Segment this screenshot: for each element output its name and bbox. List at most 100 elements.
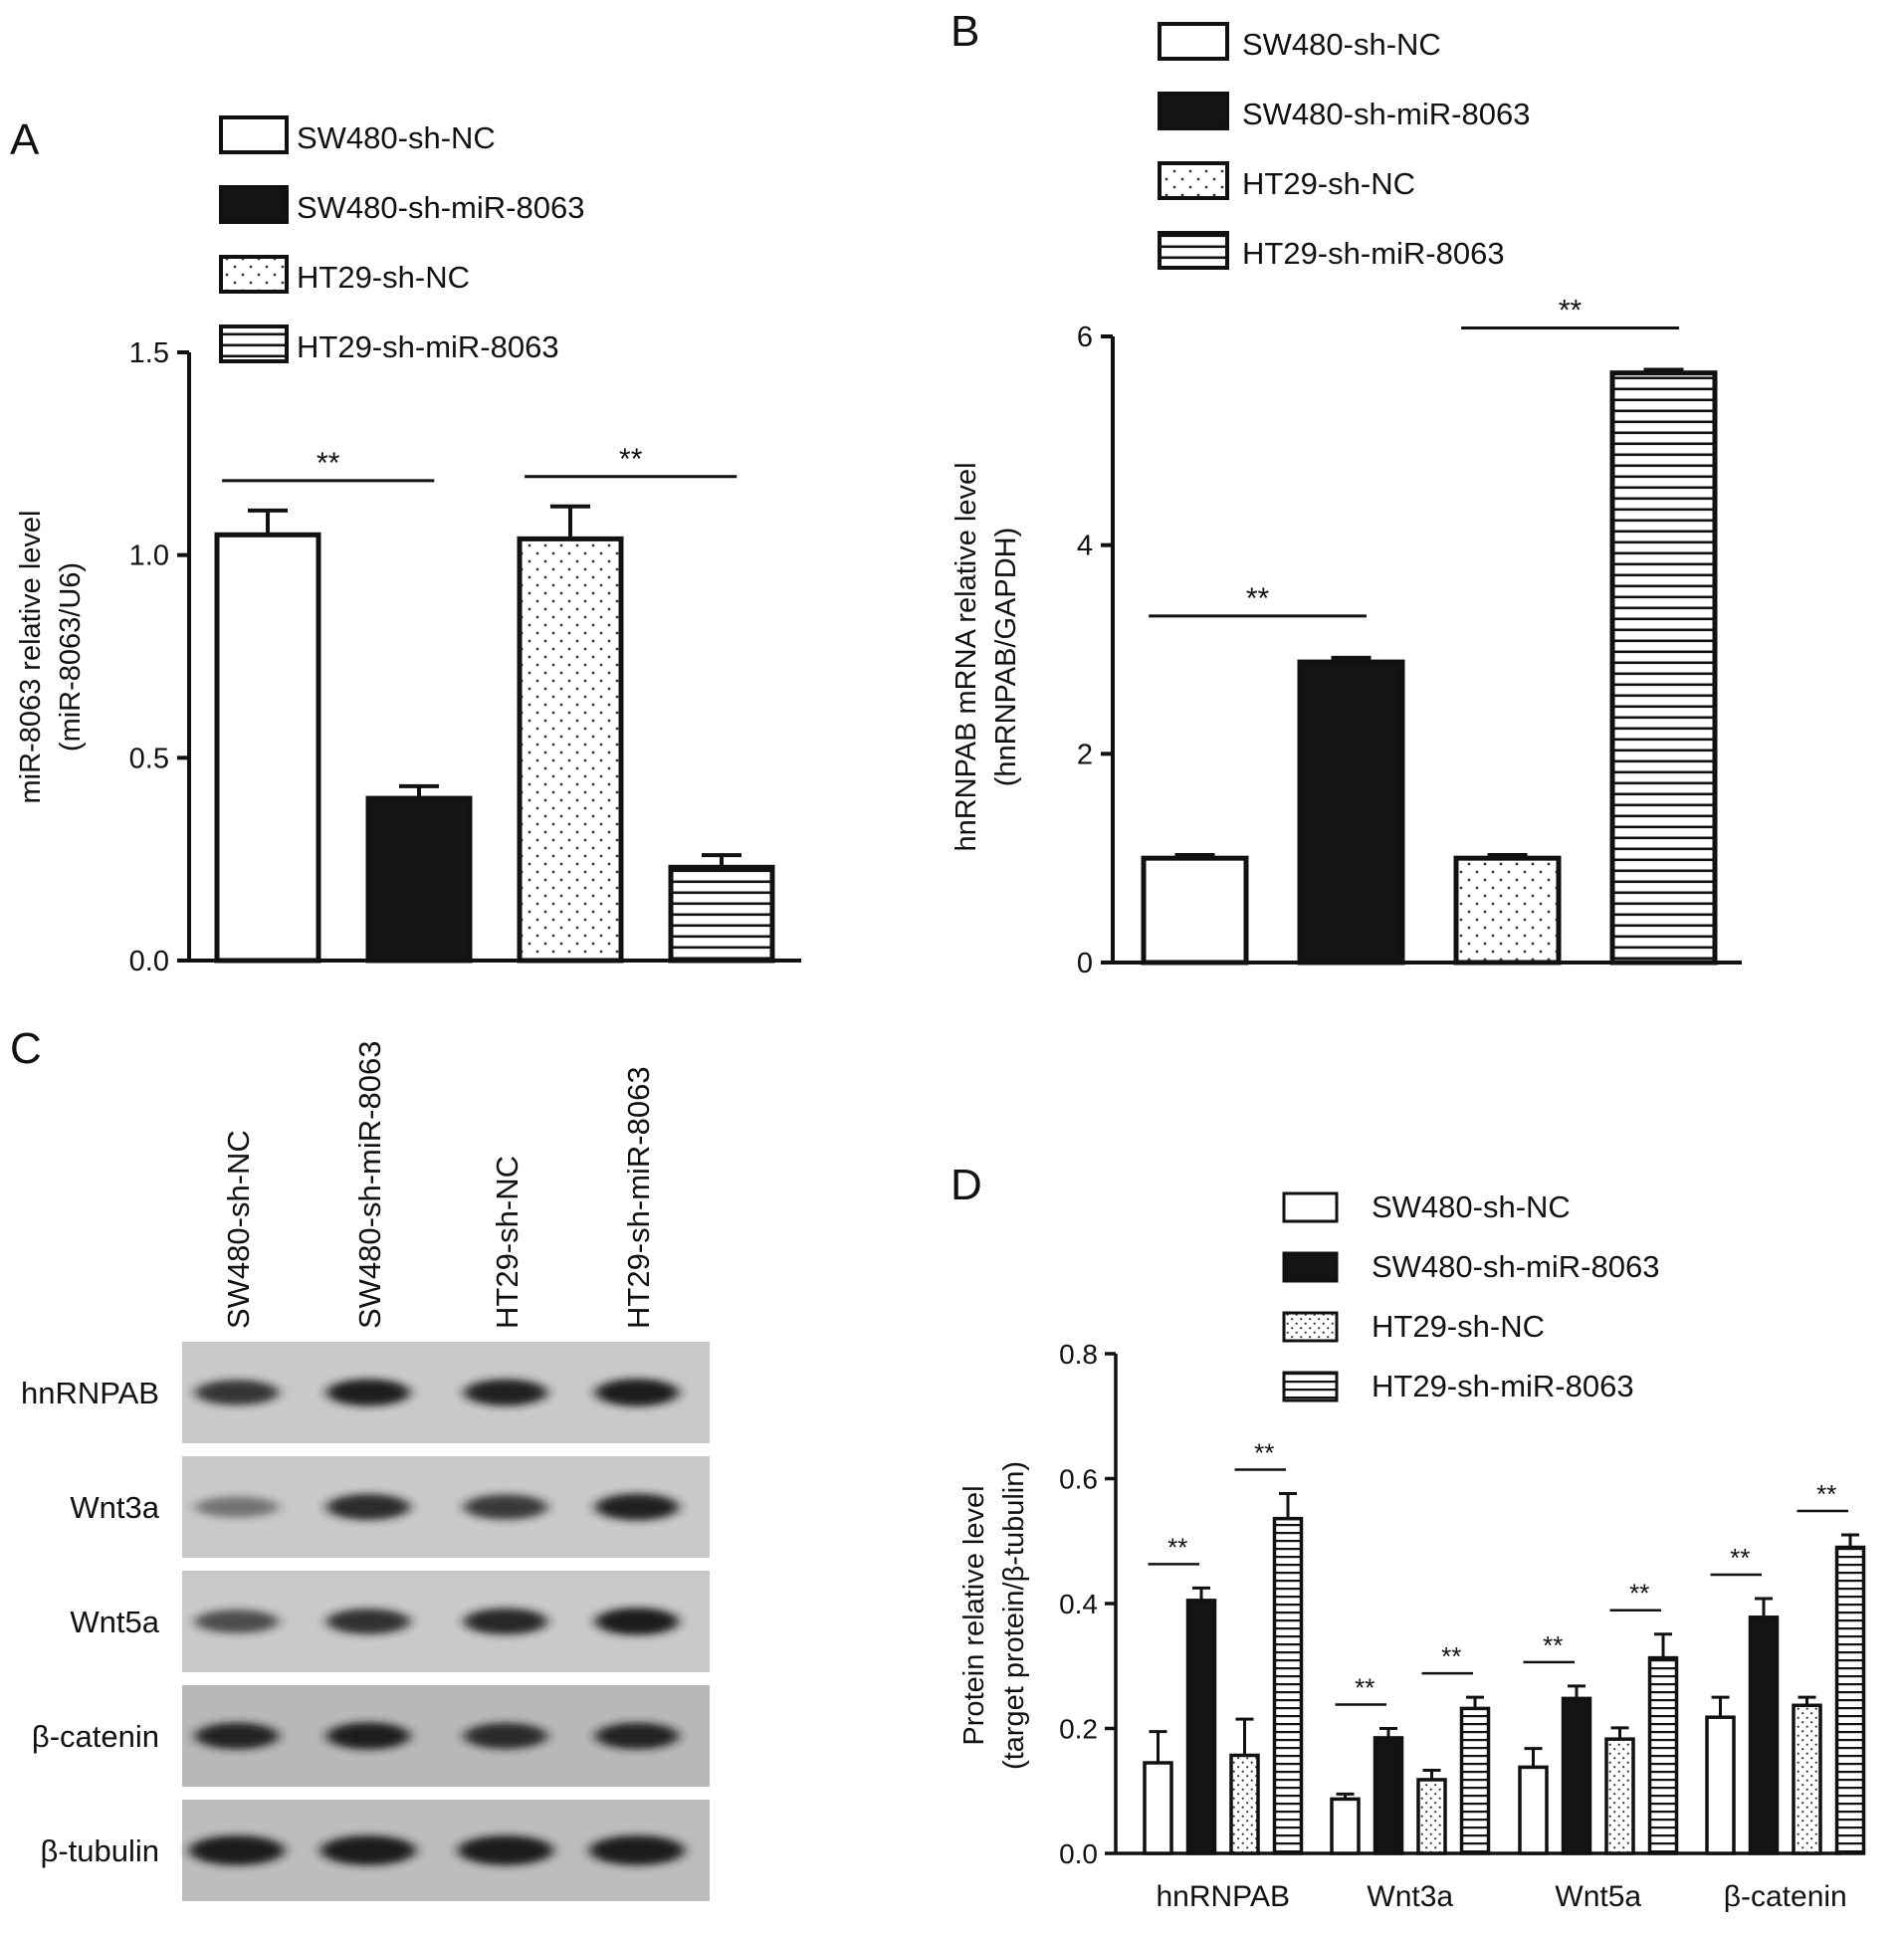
x-tick-label: Wnt3a (1367, 1880, 1453, 1913)
y-tick-label: 2 (1077, 739, 1093, 770)
legend-swatch-0 (1282, 1191, 1339, 1223)
bar (1373, 1736, 1404, 1855)
bar (1647, 1655, 1679, 1855)
legend-swatch-3 (219, 324, 289, 363)
y-tick-label: 4 (1077, 531, 1093, 562)
legend-swatch-3 (1158, 231, 1229, 270)
bar (517, 536, 624, 964)
legend-swatch-1 (1282, 1251, 1339, 1283)
blot-row-label: Wnt5a (70, 1605, 159, 1639)
y-axis-label: hnRNPAB mRNA relative level (951, 462, 982, 851)
legend-label-0: SW480-sh-NC (297, 120, 496, 155)
blot-row-label: Wnt3a (70, 1490, 159, 1525)
blot-band (458, 1835, 553, 1865)
blot-band (595, 1722, 679, 1750)
y-tick-label: 0 (1077, 948, 1093, 979)
bar (1272, 1516, 1304, 1855)
bar (1330, 1797, 1361, 1855)
y-tick-label: 0.2 (1059, 1714, 1098, 1745)
blot-band (595, 1608, 679, 1635)
significance-label: ** (1559, 295, 1583, 327)
y-tick-label: 0.0 (1059, 1838, 1098, 1869)
bar (1748, 1615, 1780, 1855)
panel-c-letter: C (10, 1024, 42, 1073)
legend-label-3: HT29-sh-miR-8063 (1242, 236, 1505, 271)
y-axis-label: Protein relative level (958, 1485, 990, 1745)
legend-swatch-0 (1158, 22, 1229, 61)
bar (1453, 855, 1562, 966)
blot-band (326, 1722, 410, 1750)
significance-label: ** (1254, 1438, 1274, 1468)
x-tick-label: hnRNPAB (1156, 1880, 1290, 1913)
legend-label-1: SW480-sh-miR-8063 (297, 190, 584, 225)
blot-lane-label: SW480-sh-miR-8063 (352, 1041, 387, 1329)
blot-band (589, 1835, 685, 1865)
blot-band (464, 1379, 547, 1406)
blot-band (595, 1493, 679, 1521)
bar (668, 864, 775, 964)
panel-c: C SW480-sh-NC SW480-sh-miR-8063 HT29-sh-NC… (10, 1024, 710, 1901)
y-tick-label: 0.5 (129, 743, 169, 774)
significance-label: ** (317, 447, 340, 480)
legend-swatch-1 (219, 185, 289, 224)
chart-d: 0.0 0.2 0.4 0.6 0.8 Protein relative level (ta… (958, 1339, 1866, 1913)
blot-band (195, 1610, 279, 1633)
bar (1229, 1753, 1260, 1855)
bar (1416, 1778, 1447, 1855)
blot-lane-label: SW480-sh-NC (221, 1130, 256, 1329)
blot-band (464, 1722, 547, 1750)
blot-band (464, 1494, 547, 1520)
legend-a: SW480-sh-NC SW480-sh-miR-8063 HT29-sh-NC HT… (219, 115, 584, 364)
bar (1297, 659, 1405, 966)
y-tick-label: 1.0 (129, 540, 169, 572)
bar (1604, 1737, 1635, 1855)
blot-band (595, 1379, 679, 1406)
blot-band (195, 1380, 279, 1405)
bar (1705, 1715, 1736, 1855)
y-axis-label: miR-8063 relative level (15, 511, 47, 804)
y-tick-label: 0.4 (1059, 1589, 1098, 1619)
blot-band (195, 1496, 279, 1518)
legend-label-3: HT29-sh-miR-8063 (1372, 1369, 1634, 1403)
significance-label: ** (619, 443, 643, 476)
x-tick-label: Wnt5a (1555, 1880, 1641, 1913)
blot-band (326, 1493, 410, 1521)
blot-band (326, 1379, 410, 1406)
blot-band (464, 1608, 547, 1635)
y-tick-label: 1.5 (129, 337, 169, 369)
panel-d: D SW480-sh-NC SW480-sh-miR-8063 HT29-sh-NC… (951, 1161, 1866, 1913)
blot-band (195, 1722, 279, 1750)
blot-lane-label: HT29-sh-miR-8063 (621, 1066, 656, 1329)
legend-label-1: SW480-sh-miR-8063 (1372, 1249, 1659, 1284)
legend-d: SW480-sh-NC SW480-sh-miR-8063 HT29-sh-NC HT… (1282, 1189, 1659, 1403)
significance-label: ** (1441, 1641, 1461, 1671)
significance-label: ** (1730, 1543, 1750, 1573)
panel-a: A SW480-sh-NC SW480-sh-miR-8063 HT29-sh-NC… (10, 115, 801, 977)
bar (214, 532, 321, 964)
legend-label-0: SW480-sh-NC (1242, 27, 1441, 62)
legend-swatch-1 (1158, 92, 1229, 130)
legend-b: SW480-sh-NC SW480-sh-miR-8063 HT29-sh-NC HT… (1158, 22, 1530, 271)
significance-label: ** (1355, 1673, 1375, 1703)
legend-swatch-0 (219, 115, 289, 154)
significance-label: ** (1816, 1479, 1836, 1509)
legend-swatch-2 (219, 255, 289, 294)
panel-d-letter: D (951, 1161, 982, 1209)
bar (1561, 1696, 1592, 1855)
bar (1459, 1706, 1491, 1855)
chart-a: 0.0 0.5 1.0 1.5 miR-8063 relative level (miR-… (15, 337, 801, 977)
bar (365, 795, 473, 964)
y-axis-label-sub: (hnRNPAB/GAPDH) (990, 528, 1022, 787)
legend-label-1: SW480-sh-miR-8063 (1242, 97, 1530, 131)
legend-label-0: SW480-sh-NC (1372, 1189, 1571, 1224)
legend-swatch-2 (1158, 161, 1229, 200)
panel-b: B SW480-sh-NC SW480-sh-miR-8063 HT29-sh-NC… (951, 7, 1742, 979)
bar (1609, 370, 1718, 966)
bar (1141, 855, 1249, 966)
blot-row-label: β-catenin (32, 1719, 159, 1754)
y-axis-label-sub: (target protein/β-tubulin) (998, 1461, 1030, 1770)
legend-swatch-2 (1282, 1311, 1339, 1343)
blot-row-label: β-tubulin (40, 1833, 159, 1868)
bar (1518, 1765, 1549, 1855)
blot-lane-label: HT29-sh-NC (490, 1156, 525, 1329)
